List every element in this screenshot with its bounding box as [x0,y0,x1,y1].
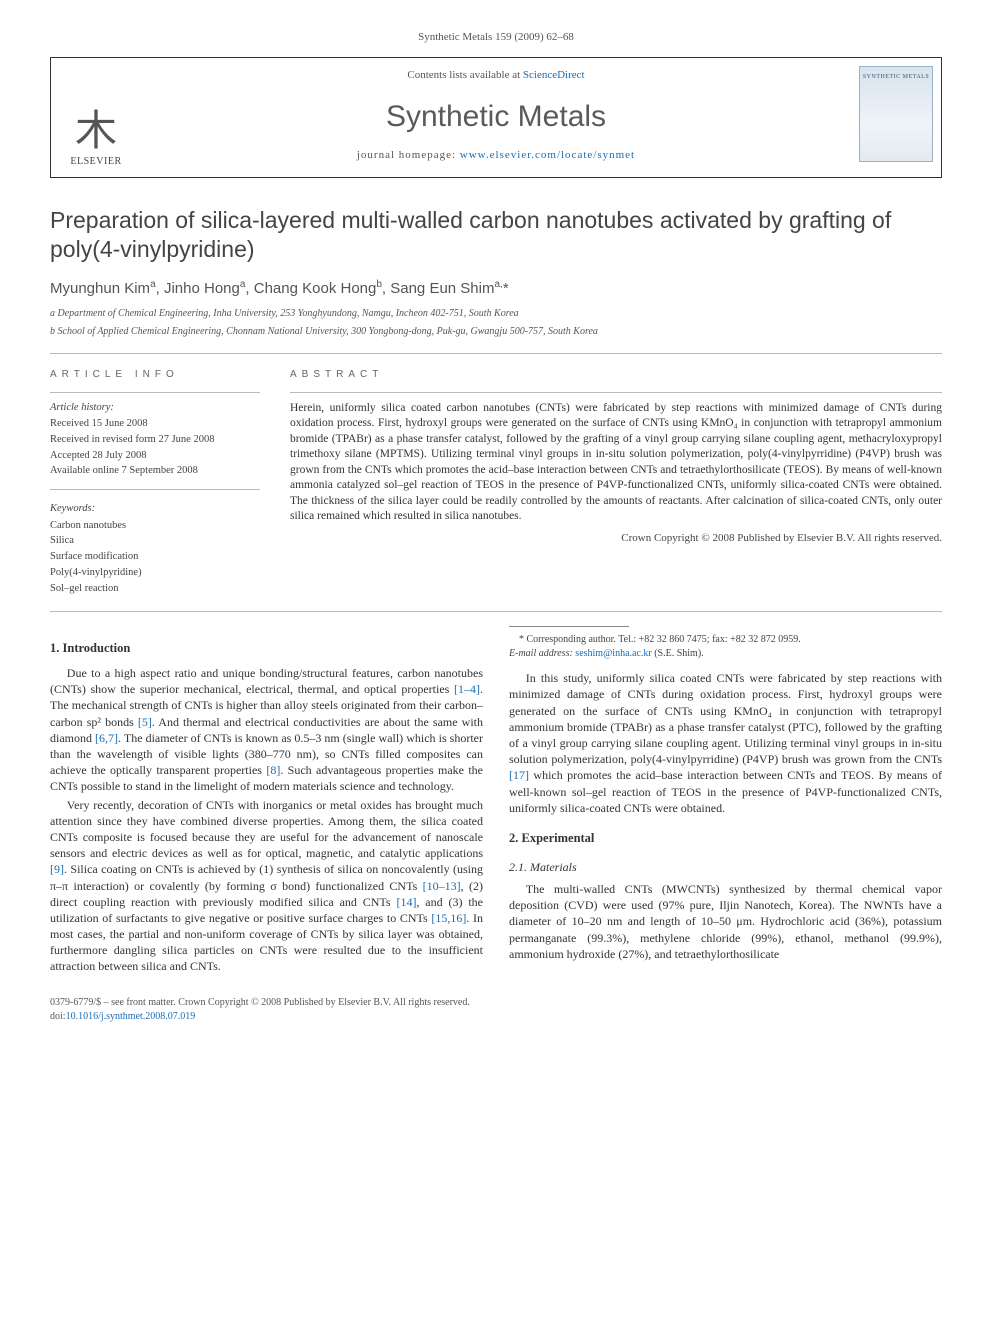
body-paragraph: Very recently, decoration of CNTs with i… [50,797,483,975]
keywords-label: Keywords: [50,502,260,517]
body-paragraph: Due to a high aspect ratio and unique bo… [50,665,483,795]
abstract-heading: ABSTRACT [290,368,942,382]
history-item: Received 15 June 2008 [50,417,260,432]
history-item: Accepted 28 July 2008 [50,449,260,464]
keyword: Sol–gel reaction [50,582,260,597]
homepage-prefix: journal homepage: [357,149,460,161]
history-label: Article history: [50,401,260,416]
email-label: E-mail address: [509,648,575,659]
citation-link[interactable]: [9] [50,862,64,876]
citation-link[interactable]: [17] [509,768,529,782]
citation-link[interactable]: [5] [138,715,152,729]
article-info-heading: ARTICLE INFO [50,368,260,382]
history-item: Received in revised form 27 June 2008 [50,433,260,448]
running-head: Synthetic Metals 159 (2009) 62–68 [50,30,942,45]
article-title: Preparation of silica-layered multi-wall… [50,206,942,264]
corr-author-text: * Corresponding author. Tel.: +82 32 860… [519,634,801,645]
abstract-column: ABSTRACT Herein, uniformly silica coated… [290,368,942,598]
citation-link[interactable]: [6,7] [95,731,118,745]
citation-link[interactable]: [10–13] [423,879,461,893]
citation-link[interactable]: [14] [396,895,416,909]
front-matter-line: 0379-6779/$ – see front matter. Crown Co… [50,996,942,1010]
journal-masthead: ⽊ ELSEVIER Contents lists available at S… [50,57,942,178]
journal-name: Synthetic Metals [149,96,843,138]
divider [50,611,942,612]
publisher-name: ELSEVIER [70,155,121,169]
history-item: Available online 7 September 2008 [50,464,260,479]
abstract-copyright: Crown Copyright © 2008 Published by Else… [290,531,942,546]
article-body: 1. Introduction Due to a high aspect rat… [50,626,942,976]
journal-homepage-line: journal homepage: www.elsevier.com/locat… [149,148,843,163]
keyword: Poly(4-vinylpyridine) [50,566,260,581]
page-footer: 0379-6779/$ – see front matter. Crown Co… [50,996,942,1024]
doi-label: doi: [50,1011,66,1022]
citation-link[interactable]: [8] [266,763,280,777]
corr-author-email-link[interactable]: seshim@inha.ac.kr [575,648,651,659]
section-heading-introduction: 1. Introduction [50,640,483,657]
divider [50,353,942,354]
sciencedirect-link[interactable]: ScienceDirect [523,69,585,81]
body-paragraph: In this study, uniformly silica coated C… [509,670,942,816]
citation-link[interactable]: [1–4] [454,682,480,696]
journal-homepage-link[interactable]: www.elsevier.com/locate/synmet [460,149,635,161]
email-suffix: (S.E. Shim). [652,648,704,659]
keyword: Silica [50,534,260,549]
journal-cover-thumbnail: SYNTHETIC METALS [859,66,933,162]
elsevier-tree-icon: ⽊ [75,111,117,153]
contents-prefix: Contents lists available at [407,69,522,81]
citation-link[interactable]: [15,16] [431,911,466,925]
doi-link[interactable]: 10.1016/j.synthmet.2008.07.019 [66,1011,196,1022]
keyword: Carbon nanotubes [50,519,260,534]
affiliation: b School of Applied Chemical Engineering… [50,325,942,339]
subsection-heading-materials: 2.1. Materials [509,859,942,875]
corresponding-author-footnote: * Corresponding author. Tel.: +82 32 860… [509,633,942,660]
publisher-logo-block: ⽊ ELSEVIER [51,58,141,177]
section-heading-experimental: 2. Experimental [509,830,942,847]
footnote-rule [509,626,629,627]
affiliation: a Department of Chemical Engineering, In… [50,307,942,321]
author-list: Myunghun Kima, Jinho Honga, Chang Kook H… [50,278,942,299]
body-paragraph: The multi-walled CNTs (MWCNTs) synthesiz… [509,881,942,962]
contents-lists-line: Contents lists available at ScienceDirec… [149,68,843,83]
keyword: Surface modification [50,550,260,565]
abstract-text: Herein, uniformly silica coated carbon n… [290,401,942,525]
article-info-column: ARTICLE INFO Article history: Received 1… [50,368,260,598]
